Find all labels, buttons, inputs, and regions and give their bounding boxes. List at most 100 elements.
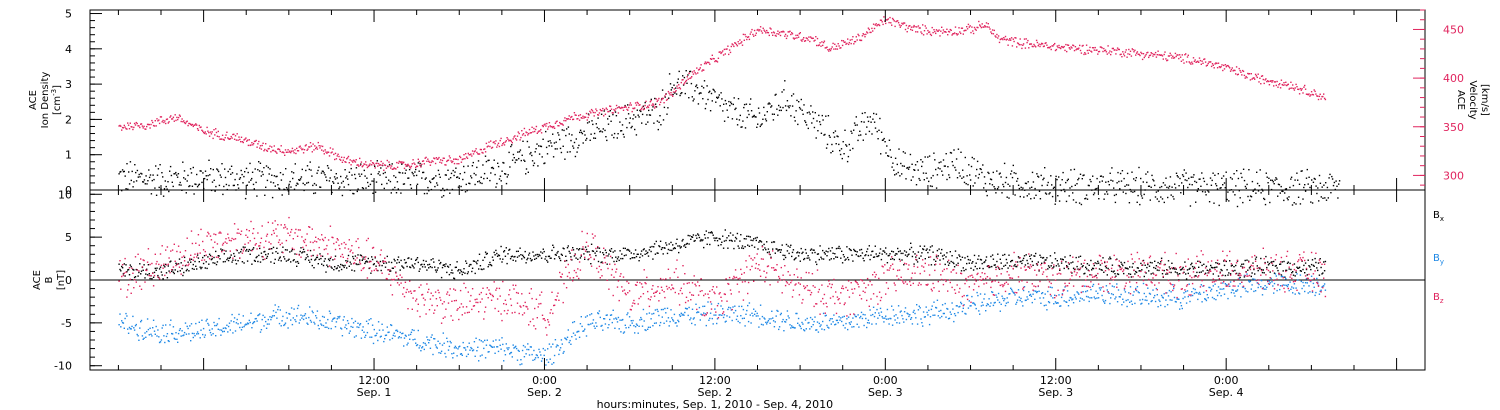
By-point <box>300 314 302 316</box>
velocity-point <box>791 33 794 35</box>
velocity-point <box>1058 44 1060 47</box>
Bx-point <box>725 239 727 242</box>
density-point <box>274 185 276 187</box>
density-point <box>611 134 613 136</box>
By-point <box>545 364 547 366</box>
Bx-point <box>1010 260 1012 263</box>
Bx-point <box>853 248 855 251</box>
By-point <box>548 343 551 345</box>
velocity-point <box>1148 54 1151 57</box>
Bx-point <box>830 258 832 260</box>
velocity-point <box>593 115 595 117</box>
velocity-point <box>258 140 260 143</box>
velocity-point <box>1273 85 1275 87</box>
density-point <box>652 106 654 108</box>
velocity-point <box>1176 54 1178 56</box>
velocity-point <box>1049 46 1052 48</box>
density-point <box>1236 170 1238 172</box>
velocity-point <box>206 126 208 129</box>
density-point <box>415 174 418 177</box>
density-point <box>702 87 705 89</box>
velocity-point <box>835 48 837 50</box>
By-point <box>621 319 623 321</box>
velocity-point <box>420 166 422 168</box>
By-point <box>568 341 570 344</box>
Bx-point <box>559 257 561 260</box>
By-point <box>533 349 535 352</box>
Bx-point <box>168 270 170 272</box>
Bx-point <box>736 232 739 235</box>
Bx-point <box>769 253 771 256</box>
velocity-point <box>303 149 306 151</box>
velocity-point <box>277 148 280 150</box>
By-point <box>667 317 670 319</box>
Bx-point <box>568 250 570 253</box>
velocity-point <box>1287 83 1289 85</box>
density-point <box>463 165 465 168</box>
Bx-point <box>983 261 985 264</box>
velocity-point <box>531 126 533 128</box>
Bx-point <box>884 251 886 254</box>
Bx-point <box>481 268 483 271</box>
Bx-point <box>584 258 586 260</box>
Bx-point <box>663 247 665 249</box>
density-point <box>341 194 344 197</box>
velocity-point <box>1168 55 1171 57</box>
velocity-point <box>1091 51 1093 53</box>
velocity-point <box>916 31 919 33</box>
density-point <box>676 81 679 84</box>
velocity-point <box>500 137 502 140</box>
velocity-point <box>931 26 933 29</box>
Bx-point <box>368 267 370 270</box>
density-point <box>1220 187 1222 189</box>
velocity-point <box>1159 54 1161 56</box>
velocity-point <box>647 106 650 109</box>
Bx-point <box>1111 264 1114 266</box>
By-point <box>473 341 476 343</box>
density-point <box>396 181 399 183</box>
velocity-point <box>259 147 261 149</box>
velocity-point <box>539 130 541 132</box>
density-point <box>491 166 494 169</box>
Bx-point <box>227 257 229 259</box>
density-point <box>315 184 317 186</box>
By-point <box>512 344 514 346</box>
Bx-point <box>1021 262 1023 265</box>
velocity-point <box>1267 80 1270 83</box>
velocity-point <box>179 115 181 117</box>
Bx-point <box>1058 265 1060 267</box>
density-point <box>584 134 586 136</box>
By-point <box>458 346 460 348</box>
density-point <box>1279 192 1281 194</box>
velocity-point <box>779 34 782 37</box>
velocity-point <box>1272 80 1274 82</box>
Bx-point <box>1205 265 1208 268</box>
velocity-point <box>563 119 565 122</box>
By-point <box>321 315 324 318</box>
By-point <box>467 353 469 355</box>
density-point <box>874 127 877 129</box>
density-point <box>135 171 137 174</box>
density-point <box>456 176 458 179</box>
velocity-point <box>722 54 725 56</box>
Bx-point <box>956 257 958 259</box>
density-point <box>1151 174 1153 177</box>
velocity-point <box>438 156 440 159</box>
Bx-point <box>1069 254 1071 257</box>
velocity-point <box>942 29 945 31</box>
velocity-point <box>996 33 998 36</box>
Bx-point <box>1123 272 1125 275</box>
velocity-point <box>1198 57 1201 59</box>
velocity-point <box>772 34 774 36</box>
density-point <box>1198 178 1200 180</box>
density-point <box>399 172 401 174</box>
velocity-point <box>811 37 814 40</box>
density-point <box>502 161 504 164</box>
velocity-point <box>1069 48 1071 50</box>
density-point <box>1318 200 1320 202</box>
velocity-point <box>1065 43 1067 46</box>
Bx-point <box>746 235 748 237</box>
density-point <box>1169 176 1172 178</box>
By-point <box>310 321 313 323</box>
velocity-point <box>1066 50 1068 53</box>
